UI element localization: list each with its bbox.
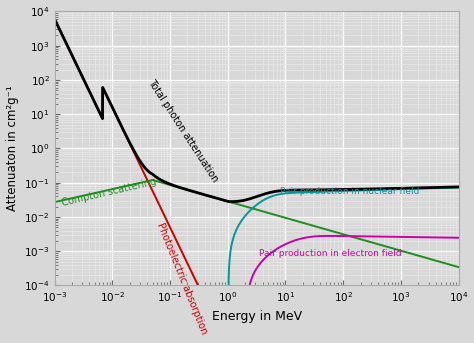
X-axis label: Energy in MeV: Energy in MeV [211, 310, 301, 323]
Text: Total photon attenuation: Total photon attenuation [146, 78, 220, 184]
Text: Compton scattering: Compton scattering [61, 177, 158, 208]
Y-axis label: Attenuaton in cm²g⁻¹: Attenuaton in cm²g⁻¹ [6, 86, 18, 211]
Text: Pair production in electron field: Pair production in electron field [259, 249, 402, 258]
Text: Pair production in nuclear field: Pair production in nuclear field [280, 187, 419, 196]
Text: Photoelectric absorption: Photoelectric absorption [155, 221, 209, 335]
